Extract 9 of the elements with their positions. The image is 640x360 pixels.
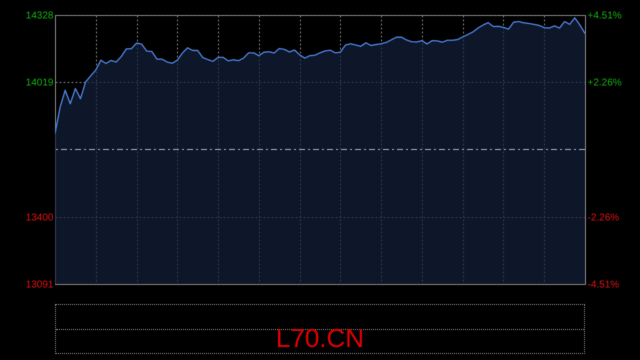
y2-tick-label: +2.26%: [588, 78, 622, 89]
y2-tick-label: -4.51%: [588, 280, 620, 290]
y2-tick-label: +4.51%: [588, 10, 622, 22]
empty-panel: L70.CN: [55, 304, 585, 354]
y-tick-label: 13091: [26, 280, 54, 290]
y-tick-label: 13400: [26, 212, 54, 224]
y-tick-label: 14019: [26, 78, 54, 89]
y2-tick-label: -2.26%: [588, 212, 620, 224]
y-tick-label: 14328: [26, 10, 54, 22]
